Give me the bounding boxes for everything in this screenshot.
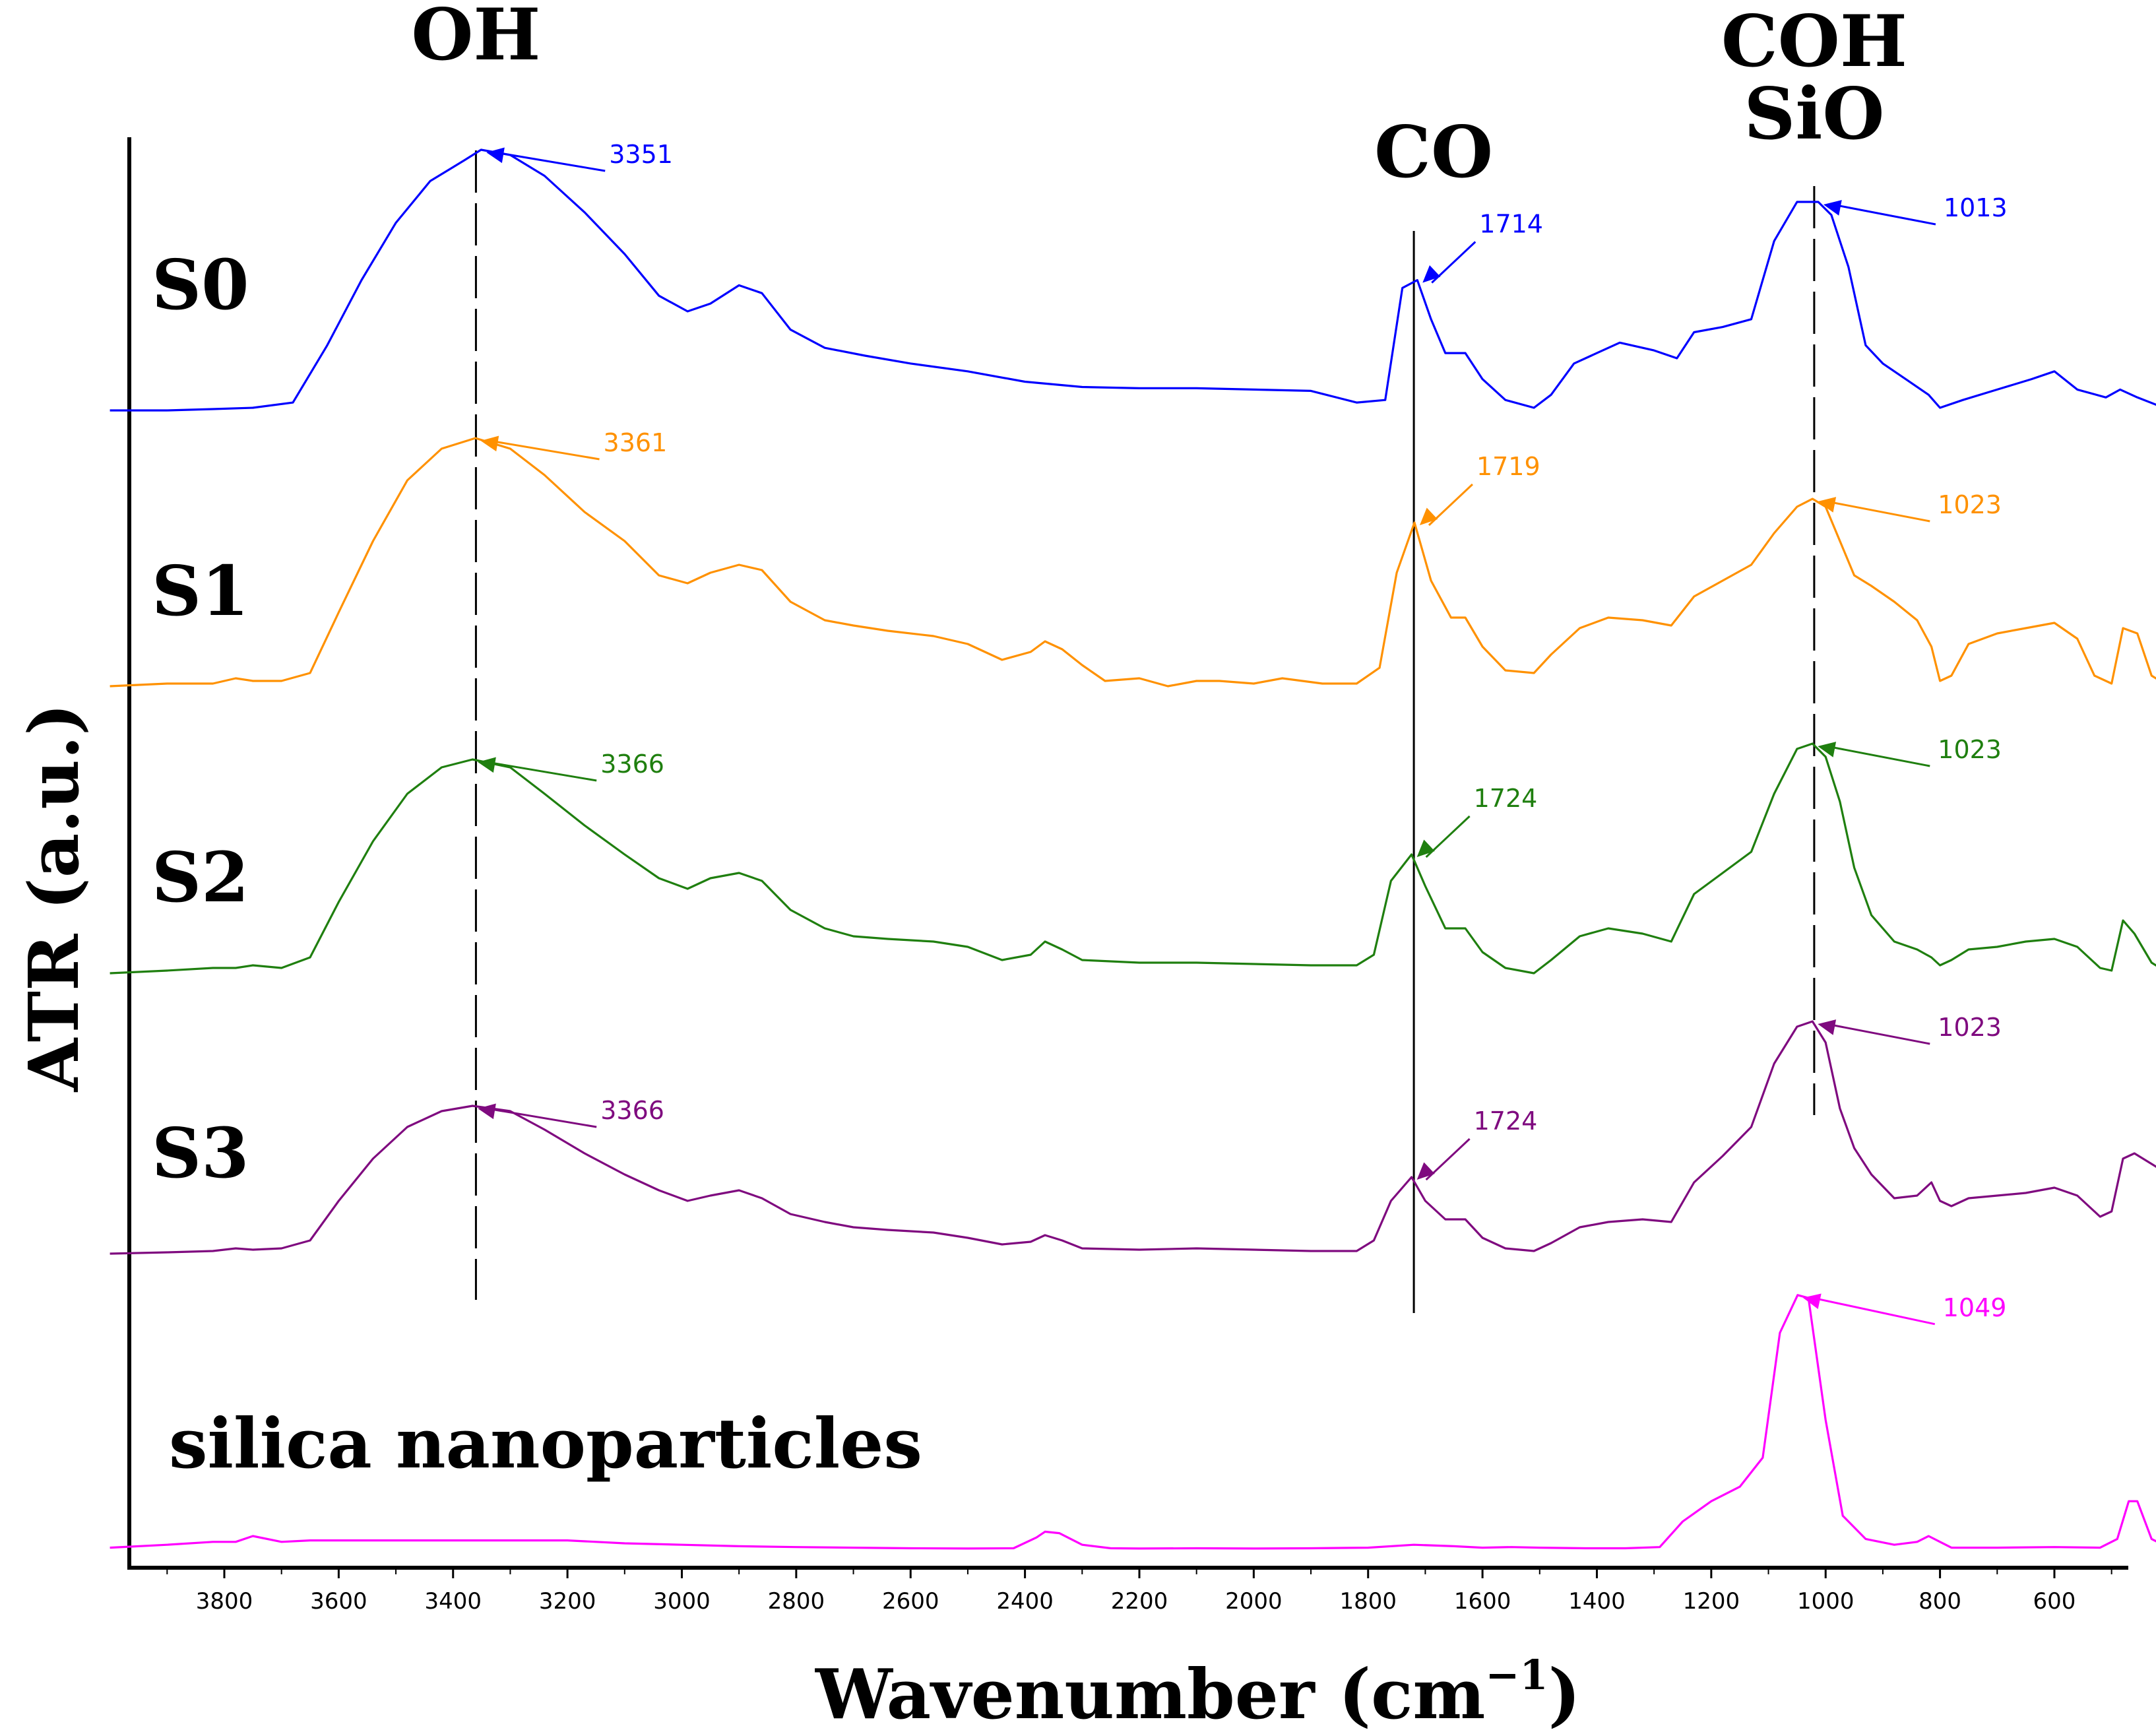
x-tick-label: 2400: [996, 1588, 1054, 1615]
annotation-arrow-head: [1419, 507, 1438, 525]
peak-label: 1714: [1479, 210, 1543, 239]
annotation-arrow-head: [1823, 200, 1842, 216]
band-label-coh: COH: [1721, 0, 1907, 83]
x-ticks: 3800 3600 3400 3200 3000 2800 2600 2400 2200 2000…: [166, 1568, 2112, 1615]
x-tick-label: 1600: [1454, 1588, 1511, 1615]
series-labels: S0 S1 S2 S3 silica nanoparticles: [152, 244, 922, 1484]
peak-label: 1023: [1938, 735, 2002, 764]
annotation-arrow-line: [495, 151, 606, 172]
annotation-arrow-head: [486, 147, 505, 164]
spectra: [110, 148, 2156, 1550]
x-tick-label: 2800: [768, 1588, 825, 1615]
peak-label: 3366: [600, 1096, 664, 1125]
series-line-s2: [110, 742, 2156, 975]
peak-label: 3366: [600, 750, 664, 779]
y-axis-title: ATR (a.u.): [13, 703, 94, 1093]
x-tick-label: 1400: [1568, 1588, 1626, 1615]
annotation-arrow-line: [1827, 1023, 1930, 1045]
series-label: silica nanoparticles: [169, 1403, 922, 1484]
peak-label: 3361: [604, 428, 668, 457]
annotation-arrow-head: [1818, 742, 1837, 757]
reference-lines: [474, 150, 1816, 1313]
annotation-arrow-head: [478, 757, 496, 773]
series-label: S0: [152, 244, 249, 325]
peak-annotations: 3351 1714 1013 3361 1719 1023 3366 1724 1023 3366…: [478, 140, 2008, 1326]
annotation-arrow-head: [480, 435, 499, 452]
annotation-arrow-line: [1812, 1297, 1936, 1326]
peak-label: 1013: [1944, 193, 2008, 222]
series-label: S3: [152, 1112, 249, 1194]
peak-label: 1719: [1476, 452, 1540, 481]
peak-label: 1724: [1474, 1107, 1538, 1136]
peak-label: 1023: [1938, 490, 2002, 519]
band-label-oh: OH: [411, 0, 540, 77]
x-tick-label: 600: [2033, 1588, 2076, 1615]
x-tick-label: 3800: [196, 1588, 253, 1615]
annotation-arrow-line: [486, 1107, 597, 1128]
x-tick-label: 3400: [424, 1588, 482, 1615]
annotation-arrow-line: [1827, 500, 1930, 523]
x-tick-label: 3200: [539, 1588, 596, 1615]
annotation-arrow-head: [1416, 839, 1435, 857]
band-label-sio: SiO: [1744, 73, 1884, 156]
series-line-s1: [110, 437, 2156, 688]
peak-label: 1049: [1943, 1293, 2007, 1322]
x-tick-label: 1200: [1683, 1588, 1740, 1615]
annotation-arrow-head: [1818, 1019, 1837, 1035]
x-tick-label: 1000: [1797, 1588, 1855, 1615]
annotation-arrow-line: [490, 439, 600, 461]
x-tick-label: 3600: [310, 1588, 367, 1615]
x-tick-label: 1800: [1339, 1588, 1397, 1615]
peak-label: 1023: [1938, 1013, 2002, 1042]
series-label: S2: [152, 837, 249, 918]
x-axis-title-close: ): [1548, 1654, 1581, 1734]
x-tick-label: 800: [1918, 1588, 1961, 1615]
band-label-co: CO: [1374, 111, 1493, 194]
annotation-arrow-line: [486, 761, 597, 782]
series-line-silica-nanoparticles: [110, 1294, 2156, 1550]
annotation-arrow-head: [1416, 1162, 1435, 1180]
annotation-arrow-head: [1422, 265, 1441, 283]
series-line-s3: [110, 1020, 2156, 1255]
x-axis-title: Wavenumber (cm−1): [815, 1651, 1581, 1734]
annotation-arrow-line: [1832, 203, 1936, 226]
x-axis-title-superscript: −1: [1485, 1651, 1548, 1699]
peak-label: 3351: [609, 140, 673, 169]
x-tick-label: 2000: [1225, 1588, 1283, 1615]
annotation-arrow-head: [1802, 1293, 1822, 1309]
x-tick-label: 3000: [653, 1588, 711, 1615]
annotation-arrow-head: [478, 1103, 496, 1120]
series-line-s0: [110, 148, 2156, 412]
x-tick-label: 2600: [882, 1588, 939, 1615]
x-tick-label: 2200: [1111, 1588, 1168, 1615]
annotation-arrow-head: [1818, 497, 1837, 513]
axes: [127, 137, 2128, 1570]
series-label: S1: [152, 550, 249, 631]
x-axis-title-main: Wavenumber (cm: [815, 1654, 1485, 1734]
peak-label: 1724: [1474, 784, 1538, 813]
annotation-arrow-line: [1827, 745, 1930, 767]
